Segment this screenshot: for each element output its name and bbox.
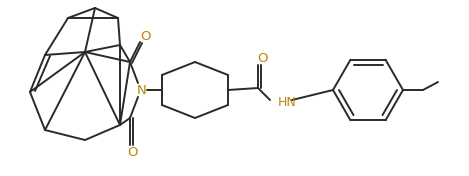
Text: O: O — [127, 146, 137, 159]
Text: N: N — [137, 83, 147, 96]
Text: O: O — [140, 30, 150, 43]
Text: O: O — [257, 52, 267, 64]
Text: HN: HN — [278, 96, 297, 109]
